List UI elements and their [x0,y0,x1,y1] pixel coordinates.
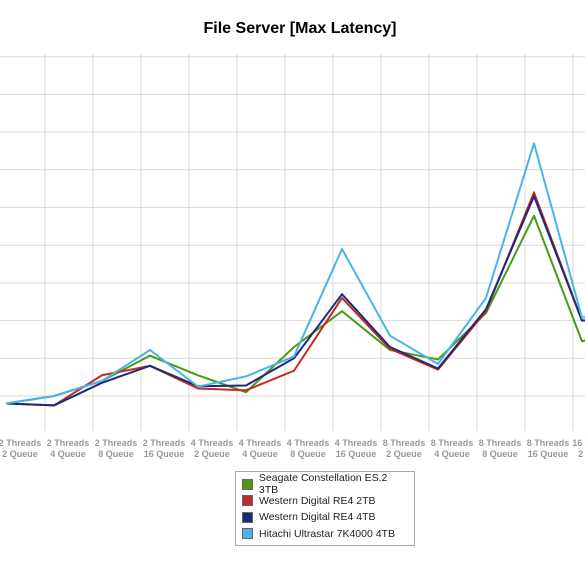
grid [0,54,585,431]
x-tick-label: 8 Threads [383,438,426,448]
x-tick-label: 2 Queue [194,449,230,459]
x-tick-label: 4 Threads [287,438,330,448]
x-tick-label: 2 Queue [578,449,585,459]
legend-label: Seagate Constellation ES.2 3TB [258,472,388,497]
x-tick-label: 2 Queue [2,449,38,459]
x-tick-label: 16 Queue [336,449,377,459]
x-tick-label: 8 Threads [527,438,570,448]
x-tick-label: 16 Queue [528,449,569,459]
x-tick-label: 8 Queue [290,449,326,459]
x-tick-label: 4 Threads [335,438,378,448]
legend: Seagate Constellation ES.2 3TB Western Di… [235,471,415,546]
x-tick-label: 8 Threads [431,438,474,448]
x-tick-label: 8 Queue [482,449,518,459]
legend-item-1: Western Digital RE4 2TB [242,493,408,510]
x-tick-label: 4 Queue [434,449,470,459]
series-line-3 [5,142,585,405]
legend-item-0: Seagate Constellation ES.2 3TB [242,472,408,496]
x-tick-label: 4 Queue [242,449,278,459]
x-tick-label: 2 Threads [0,438,41,448]
x-tick-label: 4 Threads [191,438,234,448]
x-tick-label: 16 Threads [572,438,585,448]
x-tick-label: 2 Threads [95,438,138,448]
legend-item-2: Western Digital RE4 4TB [242,509,408,526]
x-tick-label: 2 Queue [386,449,422,459]
x-tick-label: 2 Threads [143,438,186,448]
x-tick-label: 16 Queue [144,449,185,459]
x-tick-label: 8 Threads [479,438,522,448]
series-line-2 [5,195,585,407]
x-tick-label: 4 Queue [50,449,86,459]
chart-title: File Server [Max Latency] [203,20,397,37]
legend-item-3: Hitachi Ultrastar 7K4000 4TB [242,526,408,543]
x-tick-label: 2 Threads [47,438,90,448]
series-line-1 [5,191,585,407]
legend-label: Western Digital RE4 4TB [259,511,376,524]
x-tick-label: 8 Queue [98,449,134,459]
x-tick-label: 4 Threads [239,438,282,448]
legend-swatch [242,478,253,490]
legend-swatch [242,528,253,540]
legend-swatch [242,495,253,507]
legend-swatch [242,511,253,523]
series-lines [5,142,585,407]
legend-label: Hitachi Ultrastar 7K4000 4TB [259,527,395,540]
legend-label: Western Digital RE4 2TB [259,494,376,507]
